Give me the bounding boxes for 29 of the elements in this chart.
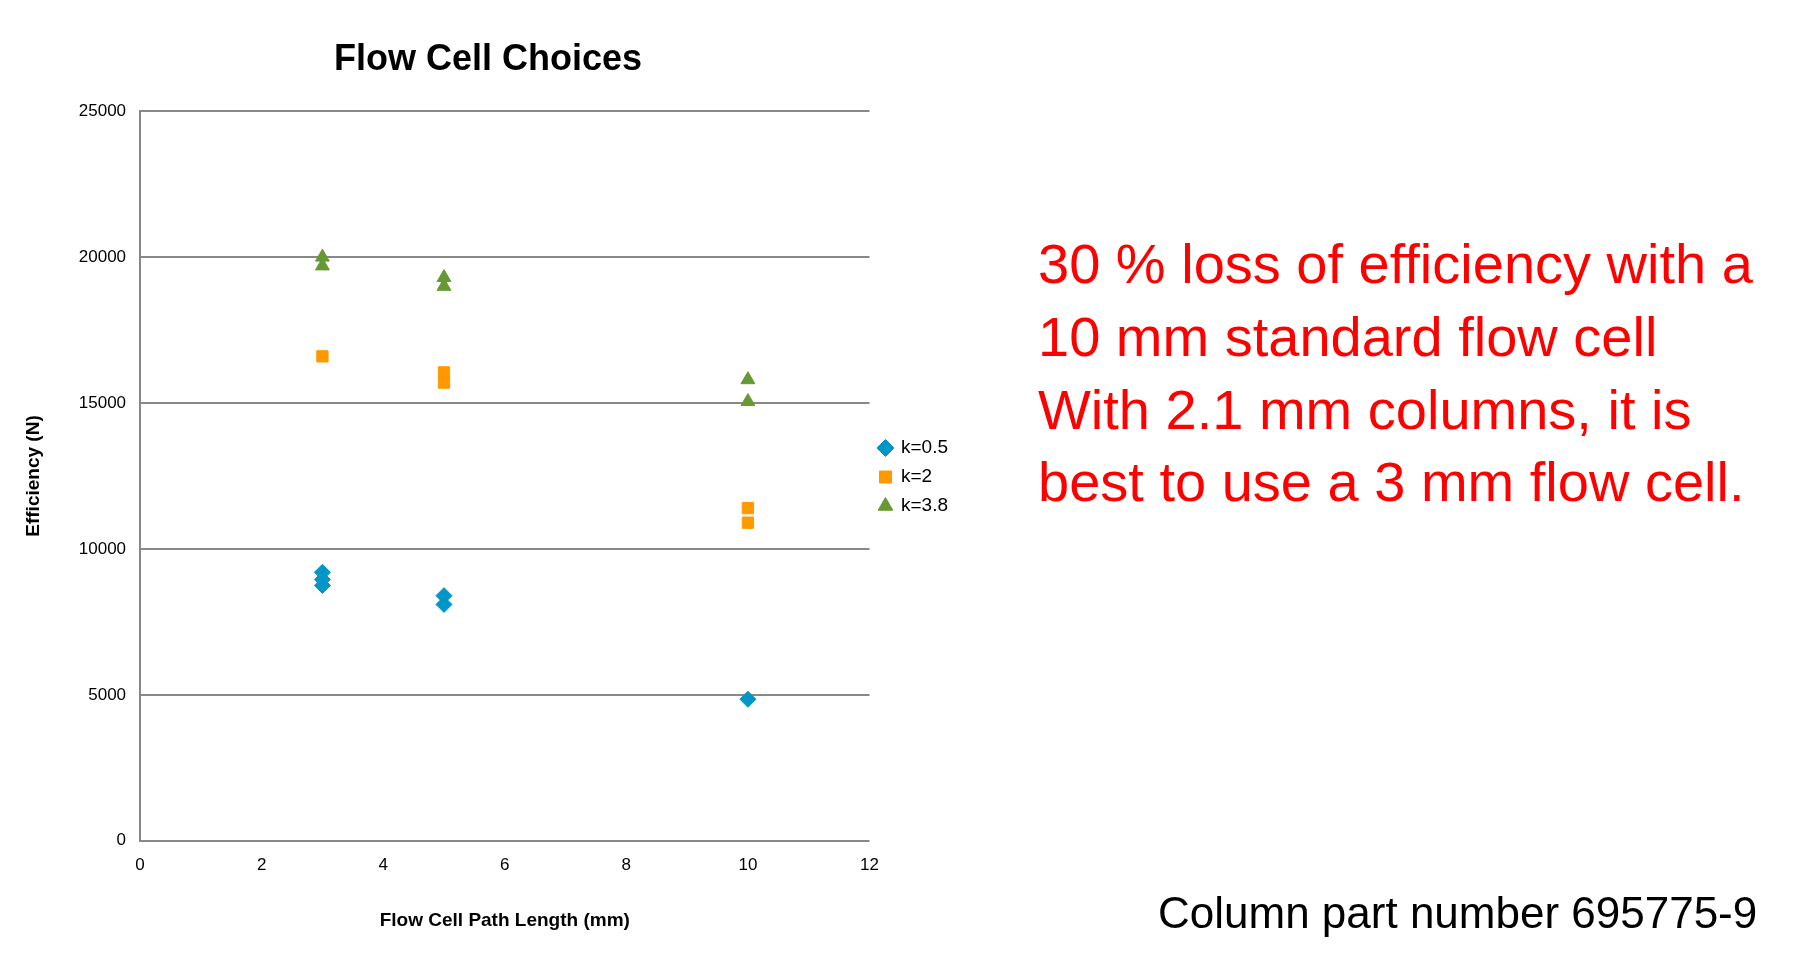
point bbox=[740, 371, 756, 385]
x-tick-label: 0 bbox=[135, 854, 145, 874]
legend-label: k=2 bbox=[900, 465, 933, 487]
legend-label: k=3.8 bbox=[900, 494, 949, 516]
y-axis-title: Efficiency (N) bbox=[21, 415, 43, 537]
point bbox=[741, 516, 755, 529]
point bbox=[437, 376, 451, 389]
x-tick-label: 4 bbox=[378, 854, 388, 874]
x-tick-label: 6 bbox=[500, 854, 510, 874]
x-axis-title: Flow Cell Path Length (mm) bbox=[379, 908, 630, 930]
chart-title: Flow Cell Choices bbox=[333, 36, 643, 78]
point bbox=[316, 350, 329, 363]
point bbox=[740, 393, 756, 407]
x-tick-label: 12 bbox=[860, 854, 879, 874]
legend-label: k=0.5 bbox=[900, 436, 949, 458]
x-tick-label: 10 bbox=[738, 854, 758, 874]
point bbox=[741, 501, 755, 515]
y-tick-label: 10000 bbox=[78, 538, 127, 558]
y-tick-label: 0 bbox=[116, 830, 127, 850]
x-tick-label: 2 bbox=[256, 854, 267, 874]
y-tick-label: 5000 bbox=[88, 684, 127, 704]
text: Column part number 695775-9 bbox=[1158, 888, 1758, 938]
text: With 2.1 mm columns, it is best to use a 3 mm flow cell. bbox=[1038, 376, 1746, 516]
y-tick-label: 20000 bbox=[78, 246, 127, 266]
point bbox=[739, 690, 757, 708]
x-tick-label: 8 bbox=[621, 854, 632, 874]
y-tick-label: 15000 bbox=[78, 392, 127, 412]
y-tick-label: 25000 bbox=[78, 100, 127, 120]
text: 30 % loss of efficiency with a 10 mm standard flow cell bbox=[1038, 231, 1754, 370]
